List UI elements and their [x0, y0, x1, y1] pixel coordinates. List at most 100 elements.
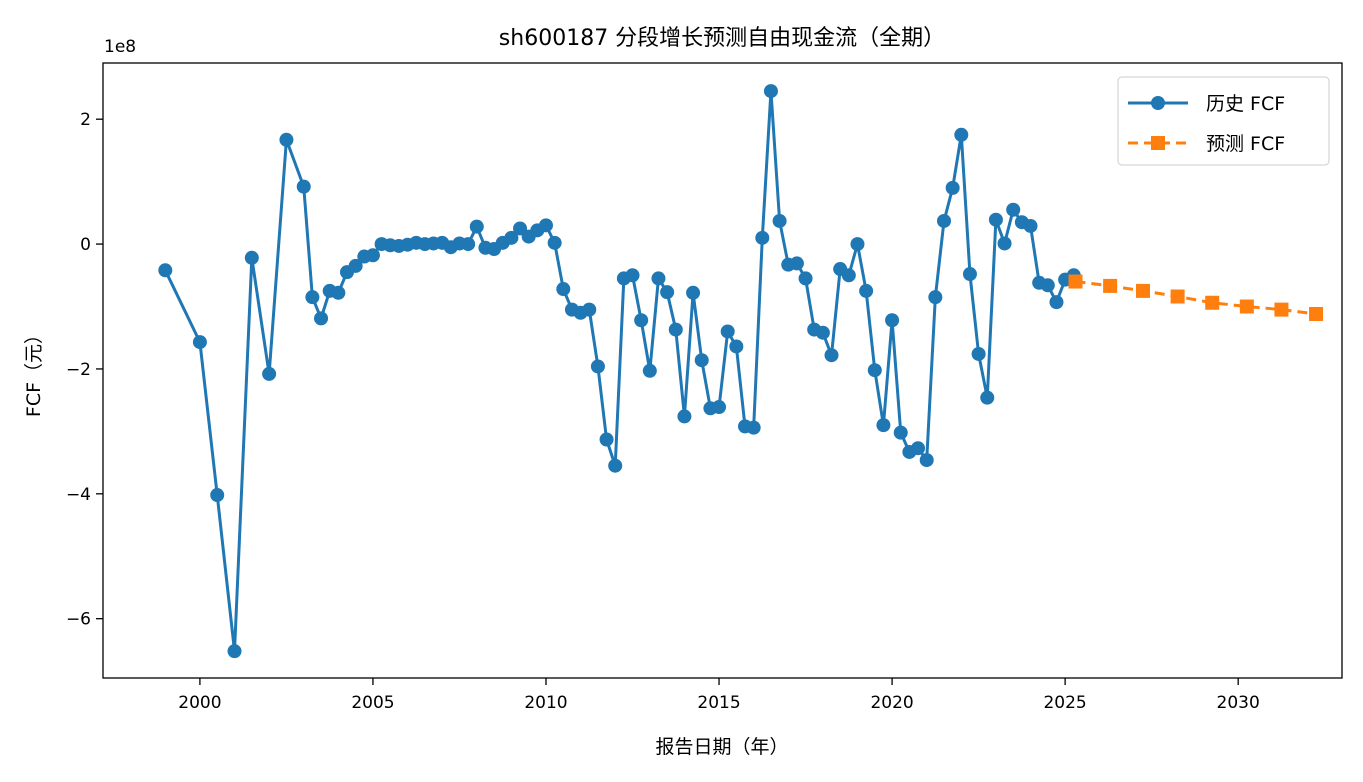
history-fcf-point — [296, 179, 311, 194]
history-fcf-point — [876, 418, 891, 433]
history-fcf-point — [642, 363, 657, 378]
history-fcf-point — [504, 230, 519, 245]
forecast-fcf-point — [1239, 299, 1254, 314]
history-fcf-point — [686, 285, 701, 300]
history-fcf-point — [971, 346, 986, 361]
history-fcf-point — [1040, 278, 1055, 293]
history-fcf-point — [677, 409, 692, 424]
forecast-fcf-point — [1103, 278, 1118, 293]
y-tick-label: −6 — [66, 610, 91, 630]
legend: 历史 FCF 预测 FCF — [1117, 76, 1330, 166]
history-fcf-point — [244, 250, 259, 265]
history-fcf-point — [841, 268, 856, 283]
history-fcf-point — [997, 236, 1012, 251]
history-fcf-point — [365, 248, 380, 263]
chart-title: sh600187 分段增长预测自由现金流（全期） — [499, 26, 945, 51]
y-axis-label: FCF（元） — [23, 325, 45, 417]
history-fcf-point — [668, 322, 683, 337]
history-fcf-point — [227, 644, 242, 659]
history-fcf-point — [331, 285, 346, 300]
history-fcf-point — [763, 84, 778, 99]
history-fcf-point — [538, 218, 553, 233]
history-fcf-point — [556, 282, 571, 297]
history-fcf-point — [1049, 295, 1064, 310]
history-fcf-point — [582, 302, 597, 317]
x-axis-label: 报告日期（年） — [655, 736, 788, 758]
history-fcf-point — [746, 420, 761, 435]
history-fcf-point — [815, 325, 830, 340]
history-fcf-point — [945, 180, 960, 195]
history-fcf-point — [651, 271, 666, 286]
history-fcf-point — [712, 400, 727, 415]
y-tick-label: −2 — [66, 360, 91, 380]
forecast-fcf-point — [1205, 295, 1220, 310]
history-fcf-point — [634, 313, 649, 328]
history-fcf-point — [599, 432, 614, 447]
history-fcf-point — [158, 263, 173, 278]
history-fcf-point — [625, 268, 640, 283]
forecast-fcf-point — [1170, 289, 1185, 304]
history-fcf-point — [305, 290, 320, 305]
history-fcf-point — [547, 235, 562, 250]
history-fcf-point — [461, 237, 476, 252]
x-tick-label: 2005 — [351, 693, 394, 713]
history-fcf-point — [980, 390, 995, 405]
forecast-fcf-point — [1309, 306, 1324, 321]
history-fcf-point — [885, 313, 900, 328]
history-fcf-point — [608, 458, 623, 473]
legend-box — [1117, 76, 1330, 166]
history-fcf-point — [919, 453, 934, 468]
history-fcf-point — [262, 366, 277, 381]
x-tick-label: 2015 — [697, 693, 740, 713]
history-fcf-point — [850, 237, 865, 252]
history-fcf-point — [469, 219, 484, 234]
y-multiplier-label: 1e8 — [104, 37, 136, 57]
x-tick-label: 2000 — [178, 693, 221, 713]
x-tick-label: 2010 — [524, 693, 567, 713]
history-fcf-point — [192, 335, 207, 350]
y-tick-label: 2 — [80, 110, 91, 130]
series-layer — [158, 84, 1324, 659]
legend-forecast-label: 预测 FCF — [1206, 133, 1285, 155]
history-fcf-point — [772, 213, 787, 228]
plot-frame — [102, 62, 1343, 679]
history-fcf-point — [867, 363, 882, 378]
history-fcf-point — [962, 267, 977, 282]
history-fcf-point — [755, 230, 770, 245]
history-fcf-point — [348, 258, 363, 273]
history-fcf-point — [893, 425, 908, 440]
history-fcf-point — [911, 441, 926, 456]
history-fcf-point — [789, 256, 804, 271]
forecast-fcf-point — [1068, 274, 1083, 289]
history-fcf-point — [279, 132, 294, 147]
history-fcf-point — [590, 359, 605, 374]
axes-layer: 2000 2005 2010 2015 2020 2025 2030 −6 −4 −2 0 2 — [66, 110, 1260, 713]
history-fcf-point — [928, 290, 943, 305]
history-fcf-point — [720, 324, 735, 339]
history-fcf-point — [1006, 202, 1021, 217]
history-fcf-point — [729, 339, 744, 354]
history-fcf-point — [210, 488, 225, 503]
history-fcf-point — [1023, 218, 1038, 233]
y-tick-label: 0 — [80, 235, 91, 255]
forecast-fcf-point — [1274, 302, 1289, 317]
legend-forecast-marker — [1151, 136, 1165, 150]
history-fcf-point — [660, 285, 675, 300]
legend-history-marker — [1151, 96, 1165, 110]
history-fcf-point — [988, 212, 1003, 227]
history-fcf-point — [798, 271, 813, 286]
history-fcf-point — [314, 311, 329, 326]
x-tick-label: 2030 — [1217, 693, 1260, 713]
history-fcf-point — [954, 127, 969, 142]
forecast-fcf-point — [1136, 283, 1150, 298]
y-tick-label: −4 — [66, 485, 91, 505]
history-fcf-point — [859, 283, 874, 298]
x-tick-label: 2020 — [870, 693, 913, 713]
x-tick-label: 2025 — [1043, 693, 1086, 713]
history-fcf-point — [824, 348, 839, 363]
history-fcf-point — [694, 353, 709, 368]
history-fcf-point — [937, 213, 951, 228]
legend-history-label: 历史 FCF — [1206, 93, 1285, 115]
